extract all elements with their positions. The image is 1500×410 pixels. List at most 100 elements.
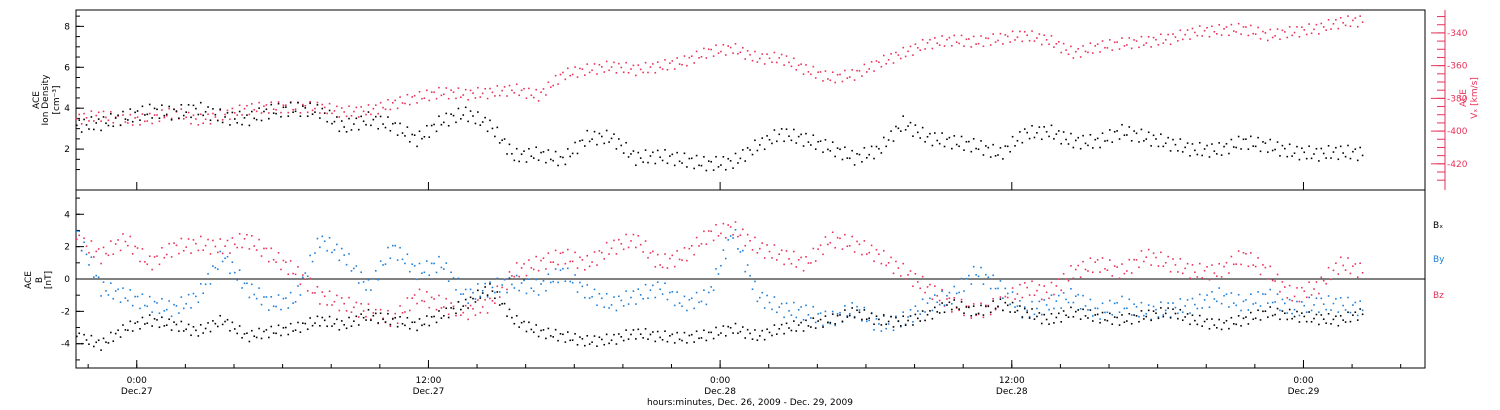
bx-point [960, 301, 963, 303]
bz-point [450, 302, 452, 304]
speed-point [139, 124, 141, 126]
speed-point [1023, 30, 1026, 33]
bz-point [331, 304, 333, 306]
bfield-label-name: B [35, 277, 45, 283]
by-point [754, 280, 756, 283]
density-point [698, 164, 700, 167]
bx-point [773, 324, 776, 326]
density-point [790, 139, 793, 142]
by-point [340, 247, 343, 250]
speed-point [695, 50, 698, 53]
density-point [831, 141, 834, 143]
bx-point [367, 308, 370, 311]
by-point [268, 309, 270, 311]
density-point [1235, 146, 1238, 149]
speed-point [642, 71, 644, 74]
density-point [1143, 140, 1145, 142]
by-point [1038, 300, 1041, 303]
bx-point [435, 321, 438, 324]
speed-point [1106, 47, 1109, 49]
bx-point [426, 315, 428, 317]
by-point [763, 307, 766, 309]
bz-point [695, 236, 698, 239]
density-point [1237, 135, 1240, 138]
bz-point [161, 247, 163, 249]
density-point [136, 110, 139, 112]
by-point [559, 269, 562, 272]
bz-point [1223, 265, 1225, 268]
speed-point [345, 115, 348, 118]
speed-point [477, 86, 479, 89]
bx-point [1308, 311, 1310, 313]
bz-point [1040, 298, 1043, 301]
bz-point [766, 244, 768, 246]
by-point [780, 302, 783, 305]
by-point [591, 295, 593, 298]
bx-point [182, 330, 185, 332]
bx-point [175, 323, 178, 326]
density-point [1016, 139, 1019, 142]
by-point [705, 303, 708, 306]
density-point [601, 135, 603, 138]
by-point [226, 255, 229, 258]
bz-point [686, 259, 688, 262]
bx-point [778, 327, 781, 330]
speed-point [880, 65, 883, 68]
bx-point [1157, 317, 1160, 320]
speed-point [1036, 37, 1038, 39]
speed-point [1133, 39, 1135, 41]
density-point [1087, 144, 1089, 147]
density-point [1281, 144, 1284, 147]
density-point [394, 122, 397, 124]
by-point [1138, 315, 1140, 318]
density-point [547, 149, 550, 151]
speed-point [430, 91, 433, 93]
density-point [797, 135, 800, 138]
density-point [1167, 136, 1169, 139]
speed-point [438, 86, 440, 89]
speed-point [447, 97, 450, 100]
legend-by: By [1433, 255, 1445, 265]
by-point [333, 249, 336, 251]
speed-point [686, 64, 688, 67]
bx-point [615, 343, 618, 345]
density-point [131, 120, 134, 123]
by-point [829, 322, 832, 325]
speed-point [518, 94, 520, 97]
bz-point [144, 261, 146, 263]
by-point [384, 263, 387, 265]
density-point [76, 124, 78, 127]
bz-point [656, 253, 659, 256]
bz-point [664, 253, 666, 255]
density-point [700, 164, 703, 167]
speed-point [1002, 43, 1004, 45]
speed-point [1116, 41, 1118, 43]
speed-point [780, 53, 783, 56]
bx-point [287, 333, 290, 336]
by-point [151, 311, 153, 313]
speed-point [968, 38, 970, 40]
speed-point [1092, 52, 1094, 54]
speed-point [255, 110, 258, 113]
density-point [870, 145, 873, 148]
bx-point [717, 334, 720, 336]
bx-point [661, 338, 664, 341]
speed-point [1028, 39, 1031, 42]
bx-point [882, 314, 885, 316]
density-point [1028, 137, 1031, 140]
density-point [1109, 129, 1111, 131]
speed-point [1111, 49, 1114, 51]
bx-point [1320, 314, 1323, 316]
bz-point [117, 239, 119, 241]
bfield-tick-label-3: 2 [64, 243, 70, 253]
density-point [97, 118, 100, 120]
density-point [851, 149, 853, 152]
by-point [656, 281, 659, 283]
bz-point [698, 245, 700, 247]
by-point [1164, 309, 1167, 312]
by-point [472, 291, 474, 294]
density-point [608, 141, 610, 143]
speed-point [814, 77, 817, 79]
bz-point [831, 231, 834, 234]
bz-point [989, 313, 992, 316]
